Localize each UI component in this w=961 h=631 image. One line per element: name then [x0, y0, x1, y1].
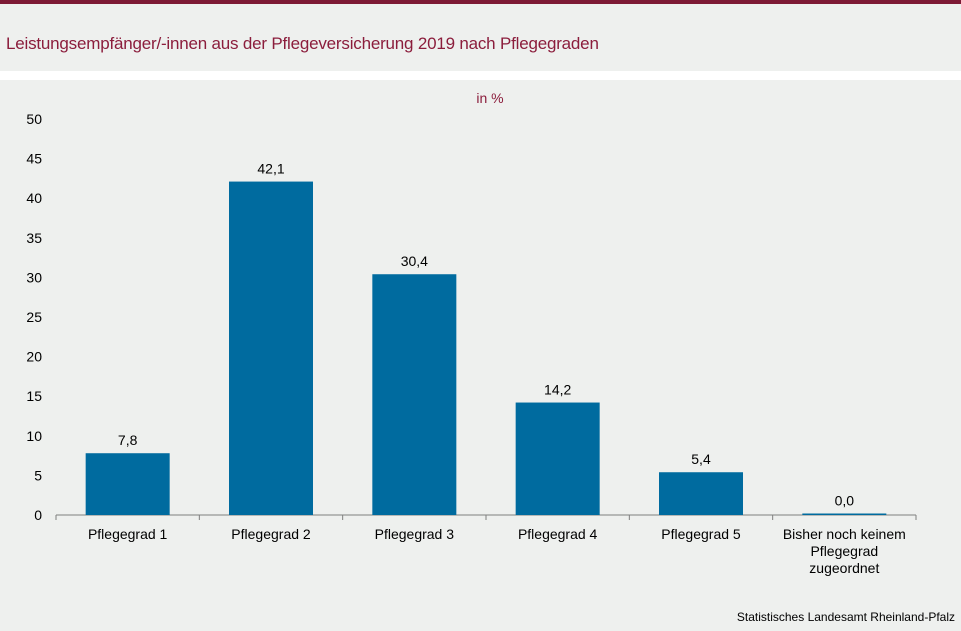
y-tick-label: 45	[26, 151, 42, 167]
chart-title: Leistungsempfänger/-innen aus der Pflege…	[6, 34, 599, 53]
data-label: 5,4	[691, 451, 711, 467]
data-label: 14,2	[544, 382, 571, 398]
x-tick-label: Pflegegrad 1	[88, 526, 168, 542]
header-divider	[0, 71, 961, 80]
bar	[85, 453, 170, 515]
x-tick-label: Bisher noch keinem	[783, 526, 906, 542]
x-tick-label: Pflegegrad 5	[661, 526, 741, 542]
x-tick-label: Pflegegrad 4	[518, 526, 598, 542]
y-tick-label: 0	[34, 507, 42, 523]
chart-header: Leistungsempfänger/-innen aus der Pflege…	[0, 4, 961, 71]
unit-label: in %	[476, 90, 503, 106]
y-tick-label: 25	[26, 309, 42, 325]
data-label: 30,4	[401, 253, 428, 269]
x-tick-label: Pflegegrad 2	[231, 526, 311, 542]
y-tick-label: 15	[26, 388, 42, 404]
bar	[659, 472, 743, 515]
x-tick-label: Pflegegrad	[810, 543, 878, 559]
top-accent-rule	[0, 0, 961, 4]
y-tick-label: 10	[26, 428, 42, 444]
data-label: 42,1	[257, 161, 284, 177]
y-tick-label: 30	[26, 269, 42, 285]
x-tick-label: zugeordnet	[809, 560, 879, 576]
y-tick-label: 40	[26, 190, 42, 206]
bar	[802, 513, 887, 515]
data-label: 0,0	[835, 493, 855, 509]
bar	[372, 274, 457, 515]
bar	[515, 402, 600, 515]
y-tick-label: 50	[26, 111, 42, 127]
y-tick-label: 20	[26, 349, 42, 365]
bar	[229, 181, 313, 515]
x-tick-label: Pflegegrad 3	[375, 526, 455, 542]
y-tick-label: 5	[34, 467, 42, 483]
source-note: Statistisches Landesamt Rheinland-Pfalz	[736, 610, 955, 624]
data-label: 7,8	[118, 432, 138, 448]
y-tick-label: 35	[26, 230, 42, 246]
